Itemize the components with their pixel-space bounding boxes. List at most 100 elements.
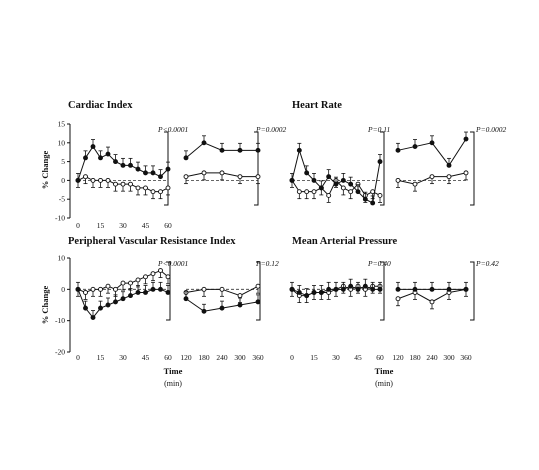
- series-filled-late-point: [255, 299, 261, 305]
- x-tick-label-early: 60: [164, 353, 172, 362]
- series-open-late-point: [183, 174, 189, 180]
- p-value-early: P=0.40: [367, 259, 391, 268]
- x-tick-label-late: 180: [409, 353, 421, 362]
- series-open-late-point: [237, 293, 243, 299]
- series-filled-late-point: [429, 140, 435, 146]
- y-tick-label: 5: [61, 157, 65, 166]
- x-tick-label-late: 240: [426, 353, 438, 362]
- series-filled-early-point: [150, 170, 156, 176]
- series-open-late-point: [237, 174, 243, 180]
- series-open-late-point: [219, 286, 225, 292]
- series-filled-late-point: [463, 286, 469, 292]
- significance-bracket-late: [470, 131, 475, 206]
- y-tick-label: -10: [55, 316, 65, 325]
- series-filled-early-point: [113, 159, 118, 165]
- panel-2: 10 0 -10 -20 0 15 30 45 60 120 180 240 300 360 P<0.000…: [55, 254, 279, 363]
- series-open-early-point: [340, 185, 346, 191]
- x-axis-label-left: Time: [164, 366, 183, 376]
- series-filled-early-point: [348, 283, 354, 289]
- series-open-early-point: [120, 181, 126, 187]
- series-open-late-point: [201, 286, 207, 292]
- y-axis-label-top: % Change: [40, 151, 50, 190]
- series-filled-early-point: [98, 155, 103, 161]
- series-filled-early-point: [355, 286, 361, 292]
- series-filled-late-point: [201, 140, 207, 146]
- x-tick-label-early: 45: [142, 353, 150, 362]
- x-tick-label-late: 180: [198, 353, 210, 362]
- series-filled-early-point: [143, 170, 148, 176]
- series-open-early-point: [135, 277, 141, 283]
- series-filled-late-point: [463, 136, 469, 142]
- series-open-early-point: [377, 192, 383, 198]
- series-open-early-point: [165, 274, 171, 280]
- series-filled-early-point: [370, 286, 376, 292]
- x-tick-label-early: 45: [354, 353, 362, 362]
- series-filled-late-point: [395, 147, 401, 153]
- y-tick-label: 10: [58, 138, 66, 147]
- series-open-early-point: [143, 185, 148, 191]
- series-filled-early-point: [333, 286, 339, 292]
- x-tick-label-early: 30: [119, 221, 127, 230]
- x-tick-label-early: 15: [97, 221, 105, 230]
- series-filled-early-point: [304, 170, 310, 176]
- series-open-late-point: [395, 296, 401, 302]
- series-filled-late-point: [446, 162, 452, 168]
- series-filled-early-point: [120, 296, 126, 302]
- series-open-early-point: [120, 280, 126, 286]
- x-tick-label-late: 120: [180, 353, 192, 362]
- series-open-early-point: [150, 271, 156, 277]
- p-value-late: P=0.12: [255, 259, 279, 268]
- series-filled-early-point: [105, 302, 111, 308]
- series-filled-late-point: [201, 308, 207, 314]
- y-tick-label: 0: [61, 176, 65, 185]
- series-filled-early-point: [120, 162, 126, 168]
- series-open-early-point: [158, 189, 163, 195]
- x-axis-unit-right: (min): [375, 379, 393, 388]
- y-axis-label-bottom: % Change: [40, 286, 50, 325]
- series-filled-late-point: [395, 286, 401, 292]
- significance-bracket-early: [380, 261, 385, 321]
- series-filled-early-point: [296, 290, 302, 295]
- series-filled-early-point: [348, 181, 354, 187]
- series-filled-early-point: [75, 286, 81, 292]
- y-tick-label: 0: [61, 285, 65, 294]
- x-axis-label-right: Time: [375, 366, 394, 376]
- series-filled-late-point: [219, 305, 225, 311]
- series-open-late-point: [201, 170, 207, 176]
- panel-3: 0 15 30 45 60 120 180 240 300 360 P=0.40 P=0.42: [289, 259, 499, 362]
- p-value-late: P=0.0002: [475, 125, 507, 134]
- series-filled-early-point: [370, 200, 376, 206]
- series-filled-early-point: [318, 185, 324, 191]
- series-open-early-point: [128, 181, 133, 187]
- series-open-early-point: [143, 274, 148, 280]
- series-filled-early-point: [143, 290, 148, 295]
- y-tick-label: -20: [55, 348, 65, 357]
- series-open-late-point: [412, 181, 418, 187]
- series-open-early-point: [326, 192, 332, 198]
- p-value-early: P<0.0001: [157, 125, 188, 134]
- significance-bracket-early: [380, 131, 385, 206]
- y-tick-label: -10: [55, 214, 65, 223]
- panel-title-heart-rate: Heart Rate: [292, 100, 342, 111]
- p-value-early: P=0.11: [367, 125, 390, 134]
- series-open-early-point: [83, 290, 88, 295]
- series-filled-early-point: [113, 299, 118, 305]
- series-open-late-point: [429, 299, 435, 305]
- series-filled-early-point: [90, 315, 96, 320]
- series-filled-early-point: [326, 286, 332, 292]
- series-filled-late-point: [412, 144, 418, 150]
- series-open-late-point: [446, 174, 452, 180]
- x-tick-label-late: 360: [252, 353, 264, 362]
- series-open-early-point: [165, 185, 171, 191]
- panel-1: P=0.11 P=0.0002: [289, 125, 507, 206]
- panel-title-map: Mean Arterial Pressure: [292, 236, 398, 247]
- series-open-early-point: [296, 189, 302, 195]
- x-tick-label-early: 0: [76, 353, 80, 362]
- panel-0: 15 10 5 0 -5 -10 0 15 30 45 60 P<0.0001 P=0.0002: [55, 120, 287, 231]
- series-filled-early-point: [150, 286, 156, 292]
- series-open-early-point: [105, 283, 111, 289]
- x-tick-label-early: 60: [376, 353, 384, 362]
- series-filled-early-point: [289, 177, 295, 183]
- series-open-early-point: [98, 177, 103, 183]
